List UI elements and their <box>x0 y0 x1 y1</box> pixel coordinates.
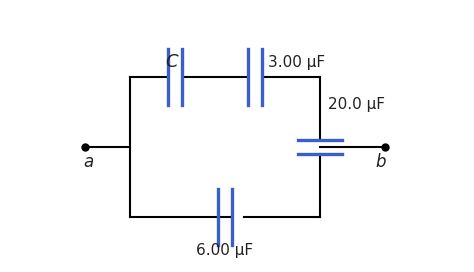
Text: 6.00 μF: 6.00 μF <box>196 243 254 258</box>
Text: 20.0 μF: 20.0 μF <box>328 97 385 112</box>
Text: C: C <box>166 53 178 71</box>
Text: 3.00 μF: 3.00 μF <box>268 54 325 70</box>
Text: b: b <box>375 153 385 171</box>
Text: a: a <box>83 153 93 171</box>
